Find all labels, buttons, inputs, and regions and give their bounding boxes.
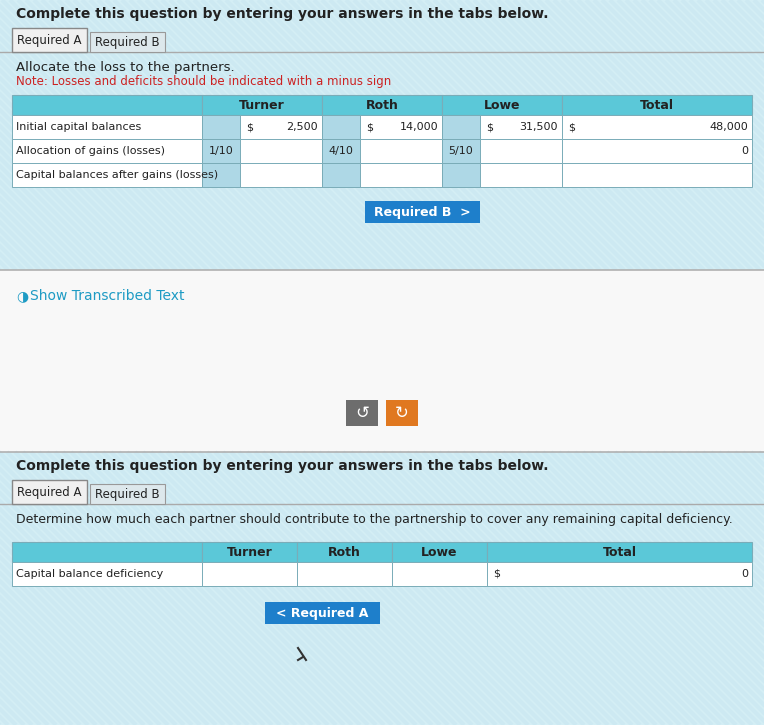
Text: 31,500: 31,500 [520,122,558,132]
Bar [442,95,562,115]
Bar [297,542,392,562]
Bar [360,139,442,163]
Text: Lowe: Lowe [484,99,520,112]
Bar [240,115,322,139]
Bar [322,115,360,139]
Bar [386,400,418,426]
Text: Lowe: Lowe [421,545,458,558]
Text: Complete this question by entering your answers in the tabs below.: Complete this question by entering your … [16,7,549,21]
Bar [264,602,380,624]
Bar [0,0,764,270]
Bar [240,139,322,163]
Bar [322,95,442,115]
Bar [480,139,562,163]
Text: 2,500: 2,500 [286,122,318,132]
Bar [562,163,752,187]
Bar [202,562,297,586]
Bar [12,28,87,52]
Bar [297,562,392,586]
Text: ↺: ↺ [355,404,369,422]
Text: 14,000: 14,000 [400,122,438,132]
Bar [346,400,378,426]
Text: Show Transcribed Text: Show Transcribed Text [30,289,184,303]
Bar [487,542,752,562]
Text: 4/10: 4/10 [329,146,354,156]
Bar [360,115,442,139]
Text: Roth: Roth [328,545,361,558]
Bar [12,95,202,115]
Bar [202,163,240,187]
Bar [90,32,165,52]
Text: Roth: Roth [365,99,399,112]
Bar [480,163,562,187]
Text: ◑: ◑ [16,289,28,303]
Text: 1/10: 1/10 [209,146,233,156]
Text: Allocation of gains (losses): Allocation of gains (losses) [16,146,165,156]
Bar [12,115,202,139]
Text: Required A: Required A [17,33,81,46]
Text: Note: Losses and deficits should be indicated with a minus sign: Note: Losses and deficits should be indi… [16,75,391,88]
Text: Allocate the loss to the partners.: Allocate the loss to the partners. [16,60,235,73]
Text: Total: Total [603,545,636,558]
Bar [0,452,764,725]
Text: Initial capital balances: Initial capital balances [16,122,141,132]
Bar [0,270,764,452]
Text: 5/10: 5/10 [448,146,474,156]
Text: Capital balances after gains (losses): Capital balances after gains (losses) [16,170,219,180]
Text: < Required A: < Required A [276,607,368,619]
Bar [240,163,322,187]
Bar [562,95,752,115]
Bar [12,480,87,504]
Text: $: $ [366,122,373,132]
Text: $: $ [568,122,575,132]
Bar [12,139,202,163]
Bar [442,163,480,187]
Bar [12,542,202,562]
Bar [90,484,165,504]
Bar [202,95,322,115]
Bar [562,115,752,139]
Bar [364,201,480,223]
Text: $: $ [486,122,493,132]
Bar [322,139,360,163]
Bar [442,115,480,139]
Text: Capital balance deficiency: Capital balance deficiency [16,569,163,579]
Text: $: $ [493,569,500,579]
Bar [562,139,752,163]
Bar [442,139,480,163]
Text: 0: 0 [741,146,748,156]
Bar [392,562,487,586]
Text: $: $ [246,122,253,132]
Text: Required B: Required B [95,487,160,500]
Text: Required B  >: Required B > [374,205,471,218]
Text: Required A: Required A [17,486,81,499]
Bar [202,115,240,139]
Text: Determine how much each partner should contribute to the partnership to cover an: Determine how much each partner should c… [16,513,733,526]
Text: 0: 0 [741,569,748,579]
Text: Turner: Turner [227,545,273,558]
Text: Total: Total [640,99,674,112]
Text: ↻: ↻ [395,404,409,422]
Text: Complete this question by entering your answers in the tabs below.: Complete this question by entering your … [16,459,549,473]
Bar [322,163,360,187]
Text: Turner: Turner [239,99,285,112]
Bar [480,115,562,139]
Bar [392,542,487,562]
Bar [487,562,752,586]
Bar [202,139,240,163]
Bar [12,163,202,187]
Bar [202,542,297,562]
Text: Required B: Required B [95,36,160,49]
Bar [12,562,202,586]
Text: 48,000: 48,000 [709,122,748,132]
Bar [360,163,442,187]
